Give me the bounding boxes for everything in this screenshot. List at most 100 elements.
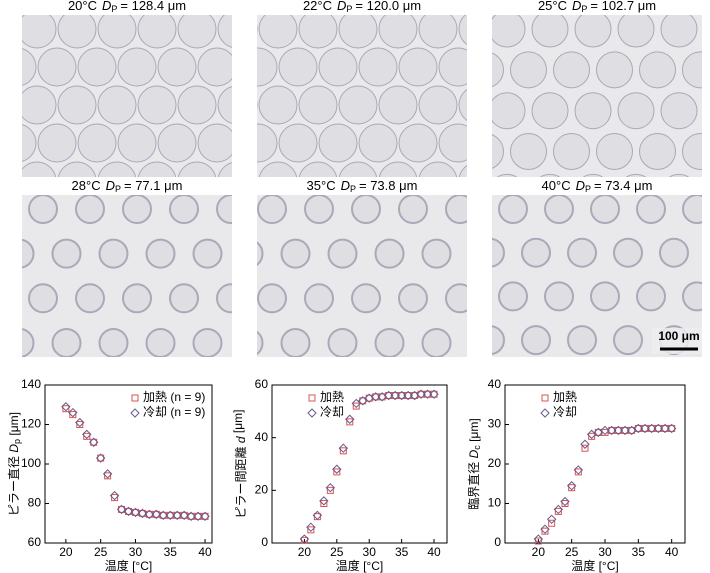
data-point: [90, 438, 98, 446]
plot-frame: [271, 384, 448, 544]
data-point: [588, 432, 596, 440]
data-point: [76, 421, 84, 428]
pillar: [378, 85, 418, 125]
data-point: [416, 389, 426, 399]
legend-marker: [130, 408, 140, 418]
pillar: [582, 173, 604, 177]
pillar: [418, 15, 458, 49]
pillar: [458, 88, 467, 122]
data-point: [548, 519, 556, 527]
data-point: [307, 526, 315, 534]
pillar: [438, 123, 467, 163]
y-tick-label: 40: [255, 430, 269, 444]
data-point: [533, 534, 544, 544]
data-point: [131, 508, 139, 516]
pillar: [682, 195, 702, 224]
pillar: [98, 238, 129, 269]
pillar: [445, 195, 467, 224]
pillar: [257, 283, 287, 314]
data-point: [165, 510, 175, 521]
pillar: [258, 161, 298, 177]
pillar: [617, 92, 655, 130]
subscript: P: [111, 4, 117, 14]
pillar: [37, 47, 77, 87]
pillar: [117, 47, 157, 87]
pillar: [22, 124, 37, 162]
pillar: [596, 133, 633, 171]
pillar: [157, 47, 197, 87]
y-tick-label: 60: [255, 377, 269, 391]
data-point: [594, 428, 602, 436]
pillar: [706, 239, 710, 267]
data-point: [326, 486, 334, 494]
pillar: [510, 133, 547, 171]
y-axis-label-part: 臨界直径: [467, 458, 481, 509]
pillar: [458, 15, 467, 46]
pillar: [51, 238, 82, 269]
data-point: [97, 454, 105, 462]
y-tick-label: 0: [261, 535, 268, 549]
data-point: [346, 418, 354, 426]
pillar: [374, 327, 405, 357]
x-tick-label: 40: [198, 545, 212, 559]
pillar: [531, 92, 569, 130]
data-point: [646, 423, 657, 434]
data-point: [358, 396, 368, 406]
pillar: [177, 15, 217, 49]
micrograph: [257, 195, 467, 357]
pillar: [704, 11, 710, 47]
y-axis-label: ピラー間距離 d [μm]: [231, 410, 248, 519]
pillar: [22, 15, 57, 49]
data-point: [320, 500, 328, 507]
pillar: [683, 0, 710, 6]
data-point: [325, 482, 336, 493]
data-point: [390, 390, 400, 401]
pillar: [398, 195, 428, 224]
pillar: [257, 241, 264, 267]
temperature: 25°C: [538, 0, 567, 13]
data-point: [540, 524, 550, 534]
data-point: [546, 514, 557, 525]
pillar: [398, 123, 438, 163]
data-point: [144, 509, 155, 520]
data-point: [89, 437, 99, 447]
pillar: [521, 237, 551, 268]
x-tick-label: 30: [598, 545, 612, 559]
data-point: [422, 389, 433, 399]
plot-frame: [504, 384, 686, 544]
pillar: [574, 15, 612, 48]
pillar: [192, 238, 223, 269]
micrograph-title: 25°C DP = 102.7 μm: [538, 0, 656, 14]
data-point: [573, 465, 584, 475]
y-tick-label: 140: [21, 377, 41, 391]
pillar: [492, 325, 505, 355]
pillar: [122, 195, 152, 224]
symbol: D: [341, 178, 350, 193]
pillar: [544, 195, 574, 224]
x-tick-label: 25: [565, 545, 579, 559]
pillar: [567, 325, 597, 356]
pillar: [378, 15, 418, 49]
y-tick-label: 40: [488, 377, 502, 391]
y-tick-label: 100: [21, 456, 41, 470]
data-point: [62, 405, 70, 413]
data-point: [666, 423, 677, 434]
pillar: [177, 161, 217, 177]
pillar: [75, 195, 105, 224]
pillar: [145, 327, 176, 357]
pillar: [22, 85, 57, 125]
temperature: 35°C: [307, 178, 336, 193]
subscript: P: [115, 184, 121, 194]
pillar: [0, 374, 10, 402]
pillar: [145, 238, 176, 269]
pillar: [510, 51, 547, 89]
x-axis-label: 温度 [°C]: [336, 558, 383, 573]
pillar: [659, 237, 689, 268]
y-axis-label-part: D: [7, 444, 21, 453]
y-axis-label-part: D: [467, 449, 481, 458]
legend-marker: [541, 394, 549, 402]
pillar: [177, 85, 217, 125]
pillar: [374, 238, 405, 269]
x-tick-label: 35: [395, 545, 409, 559]
pillar: [498, 281, 528, 312]
